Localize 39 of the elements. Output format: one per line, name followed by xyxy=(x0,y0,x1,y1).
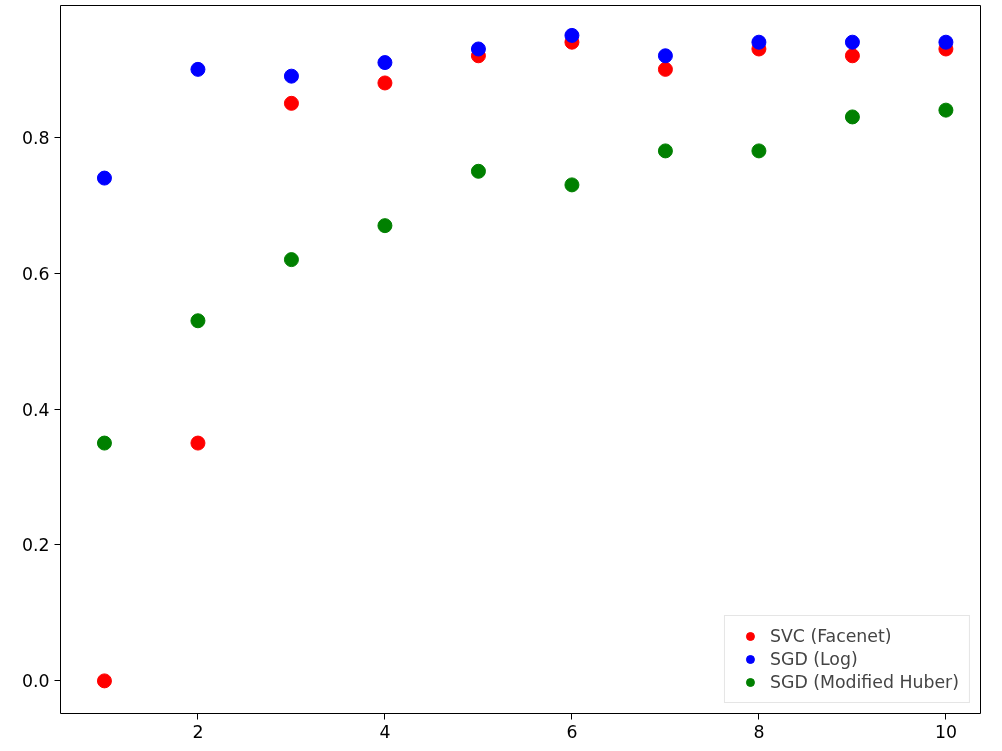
point xyxy=(377,218,393,234)
point xyxy=(96,170,112,186)
point xyxy=(564,27,580,43)
point xyxy=(751,143,767,159)
legend-label: SGD (Modified Huber) xyxy=(769,672,959,692)
point xyxy=(657,61,673,77)
x-tick-label: 10 xyxy=(934,721,957,742)
point xyxy=(657,143,673,159)
x-tick-label: 2 xyxy=(192,721,204,742)
y-tick-label: 0.4 xyxy=(21,399,50,420)
point xyxy=(283,68,299,84)
point xyxy=(938,34,954,50)
legend-label: SGD (Log) xyxy=(769,649,858,669)
x-tick-label: 8 xyxy=(753,721,765,742)
point xyxy=(190,61,206,77)
point xyxy=(377,55,393,71)
point xyxy=(283,252,299,268)
point xyxy=(751,34,767,50)
point xyxy=(844,109,860,125)
point xyxy=(283,95,299,111)
point xyxy=(564,177,580,193)
point xyxy=(96,673,112,689)
point xyxy=(96,435,112,451)
y-tick-label: 0.8 xyxy=(21,127,50,148)
point xyxy=(938,102,954,118)
point xyxy=(190,313,206,329)
y-tick-label: 0.0 xyxy=(21,671,50,692)
point xyxy=(844,34,860,50)
point xyxy=(470,41,486,57)
y-tick-label: 0.6 xyxy=(21,263,50,284)
point xyxy=(377,75,393,91)
point xyxy=(844,48,860,64)
x-tick-label: 4 xyxy=(379,721,391,742)
point xyxy=(470,163,486,179)
x-tick-label: 6 xyxy=(566,721,578,742)
point xyxy=(190,435,206,451)
point xyxy=(657,48,673,64)
legend-label: SVC (Facenet) xyxy=(769,626,892,646)
y-tick-label: 0.2 xyxy=(21,535,50,556)
